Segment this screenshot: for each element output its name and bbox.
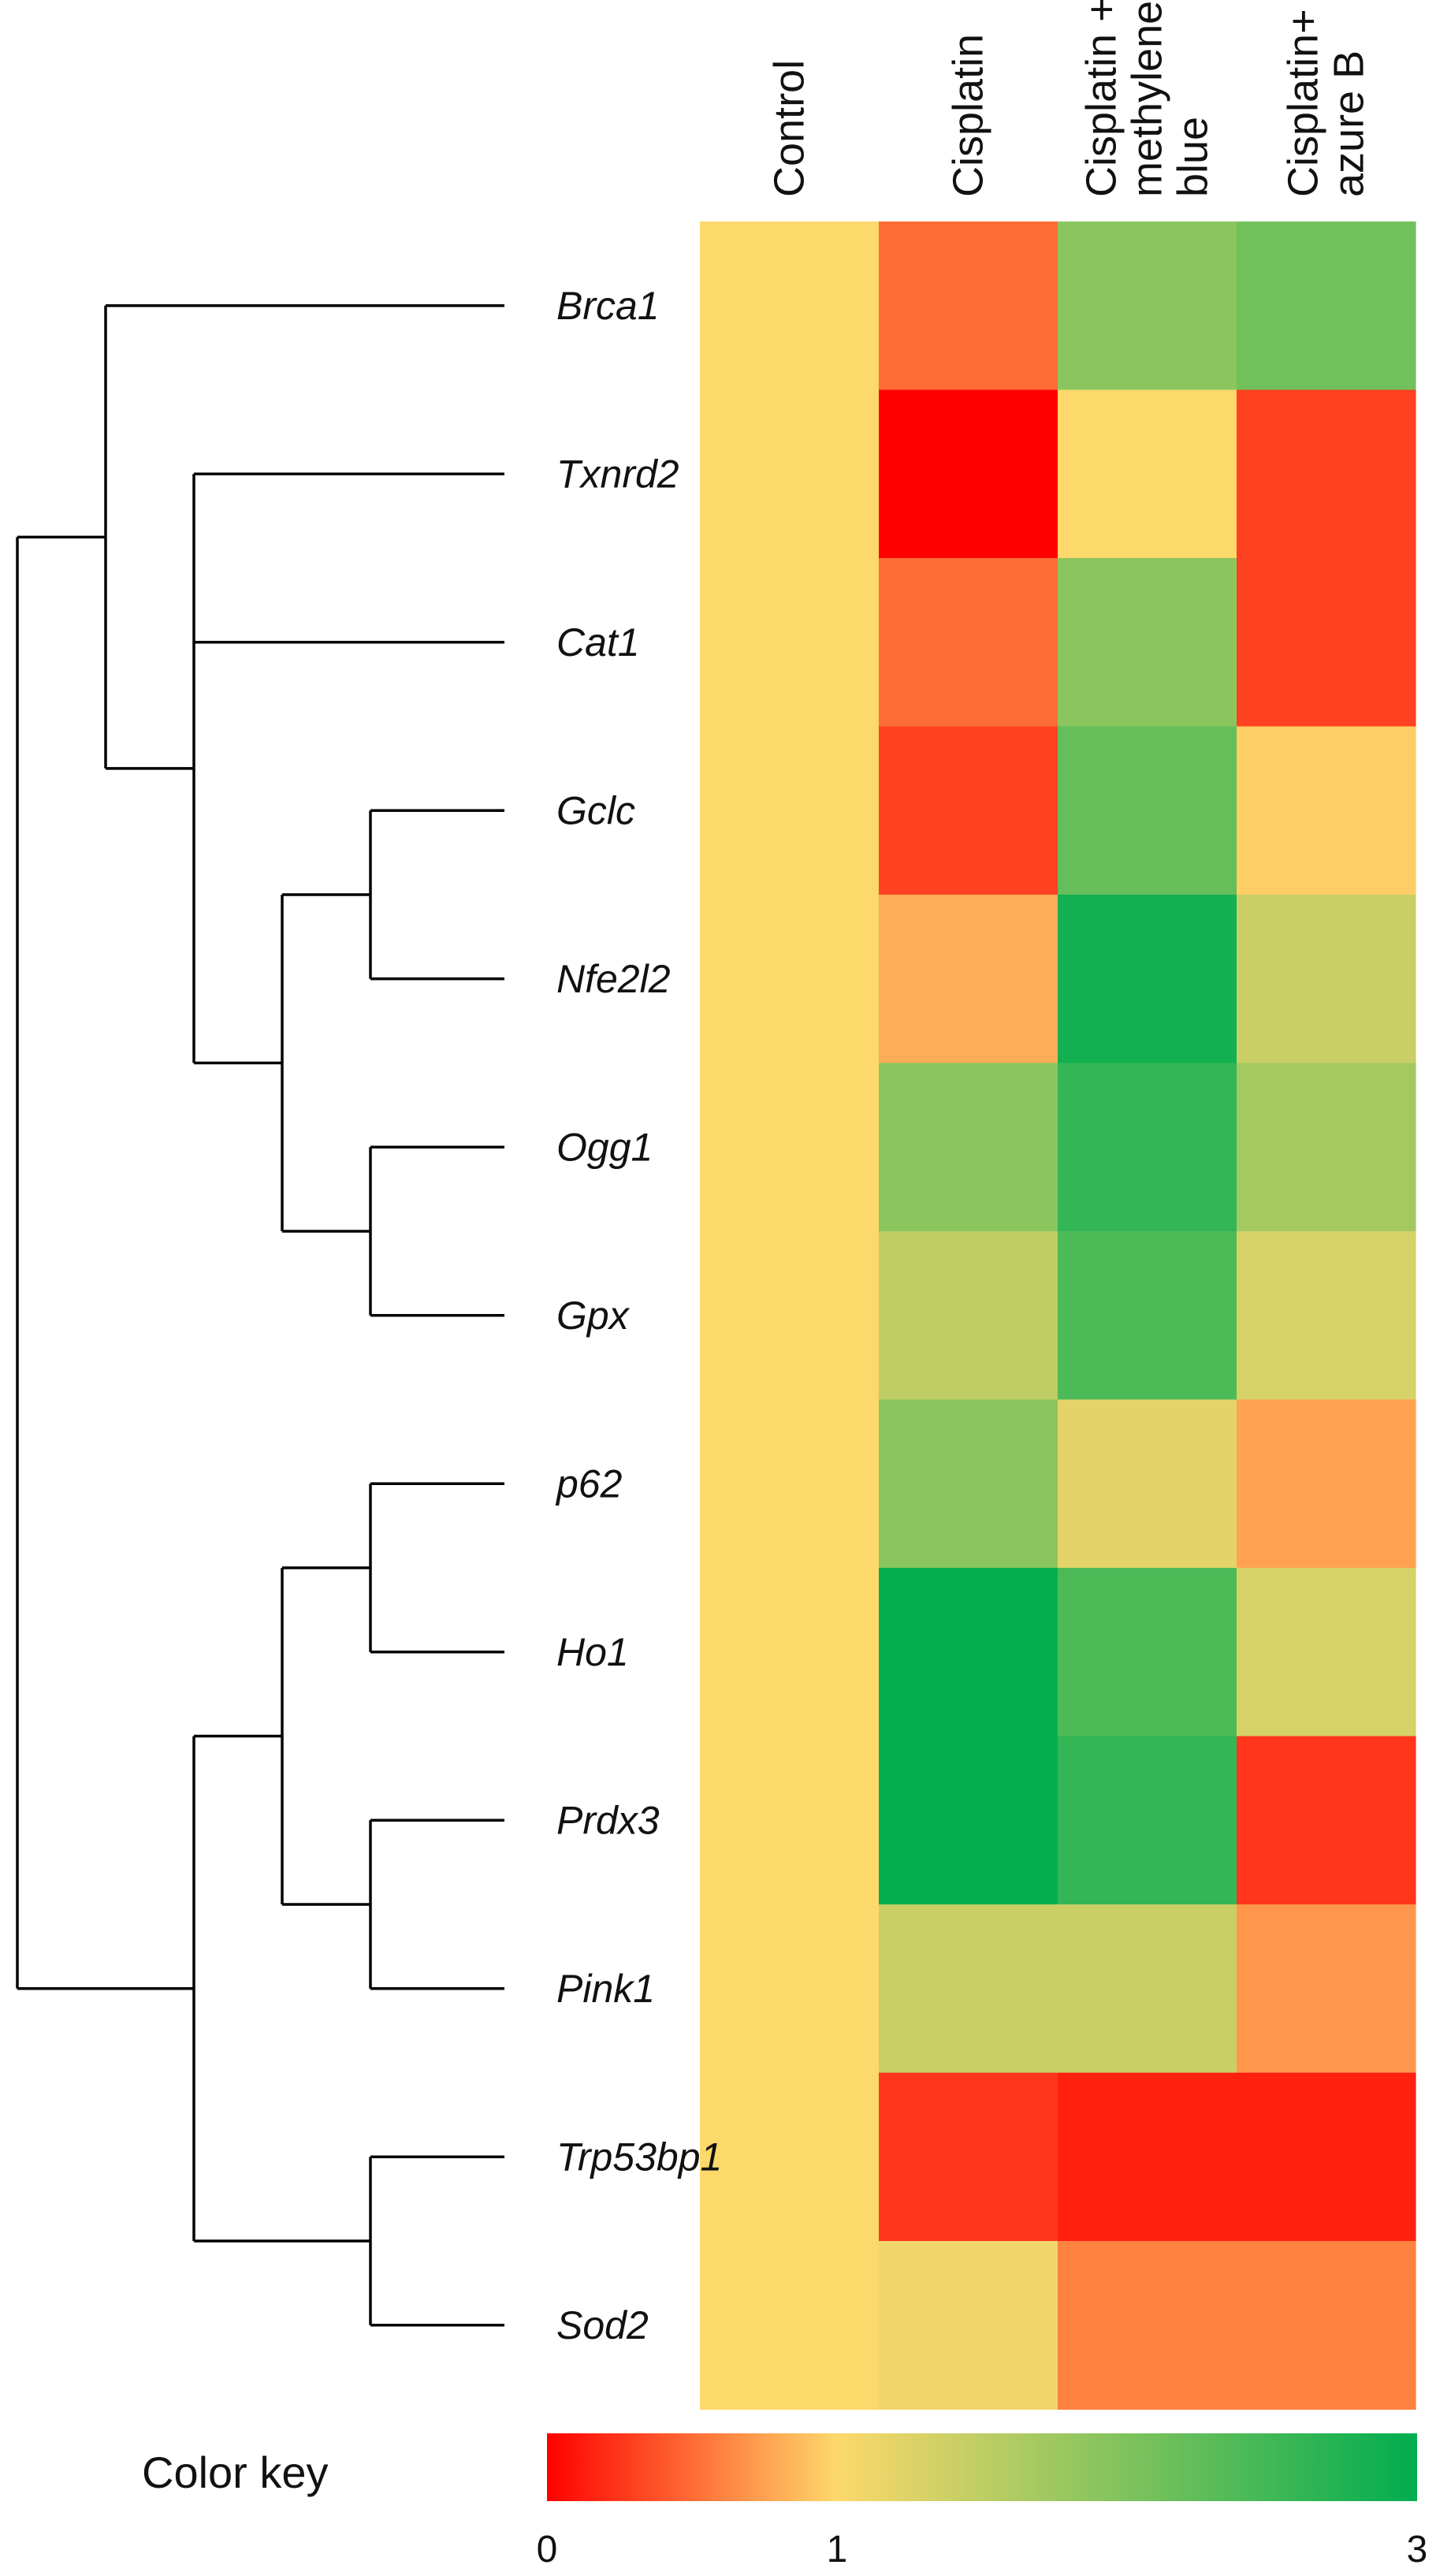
cell-gpx-cisplatin-azure-b (1237, 1231, 1416, 1401)
color-key-ticks: 0 1 3 (537, 2529, 1428, 2570)
column-label-line: Cisplatin + (1078, 0, 1125, 197)
cell-p62-cisplatin-methylene-blue (1058, 1399, 1237, 1569)
cell-trp53bp1-cisplatin (879, 2072, 1058, 2242)
cell-ho1-cisplatin (879, 1568, 1058, 1737)
cell-prdx3-cisplatin (879, 1736, 1058, 1905)
cell-pink1-cisplatin (879, 1904, 1058, 2074)
cell-ogg1-cisplatin (879, 1063, 1058, 1232)
column-label-cisplatin: Cisplatin (945, 34, 992, 197)
cell-nfe2l2-control (700, 895, 880, 1064)
cell-pink1-cisplatin-azure-b (1237, 1904, 1416, 2074)
cell-txnrd2-cisplatin (879, 389, 1058, 559)
cell-prdx3-cisplatin-methylene-blue (1058, 1736, 1237, 1905)
color-key-title: Color key (142, 2448, 329, 2497)
gene-labels: Brca1 Txnrd2 Cat1 Gclc Nfe2l2 Ogg1 Gpx p62 Ho1 Pr… (555, 284, 722, 2347)
gene-label-gclc: Gclc (556, 788, 635, 832)
cell-brca1-control (700, 221, 880, 391)
cell-gpx-cisplatin-methylene-blue (1058, 1231, 1237, 1401)
cell-gclc-cisplatin-azure-b (1237, 726, 1416, 895)
gene-label-gpx: Gpx (556, 1294, 631, 1338)
heatmap-cells (700, 221, 1416, 2410)
column-label-line: blue (1170, 117, 1217, 197)
cell-trp53bp1-control (700, 2072, 880, 2242)
cell-ho1-cisplatin-azure-b (1237, 1568, 1416, 1737)
color-key-tick-3: 3 (1407, 2529, 1428, 2570)
color-key-bar (547, 2433, 1417, 2501)
cell-ogg1-cisplatin-methylene-blue (1058, 1063, 1237, 1232)
cell-ogg1-control (700, 1063, 880, 1232)
gene-label-pink1: Pink1 (556, 1967, 655, 2011)
column-label-cisplatin-azure-b: Cisplatin+azure B (1280, 9, 1373, 197)
cell-brca1-cisplatin (879, 221, 1058, 391)
gene-label-sod2: Sod2 (556, 2303, 649, 2347)
gene-label-trp53bp1: Trp53bp1 (556, 2135, 722, 2179)
cell-pink1-control (700, 1904, 880, 2074)
cell-gclc-cisplatin-methylene-blue (1058, 726, 1237, 895)
cell-txnrd2-cisplatin-azure-b (1237, 389, 1416, 559)
gene-label-brca1: Brca1 (556, 284, 660, 328)
column-label-line: methylene (1124, 1, 1171, 197)
cell-txnrd2-control (700, 389, 880, 559)
cell-sod2-cisplatin-methylene-blue (1058, 2241, 1237, 2410)
cell-ho1-control (700, 1568, 880, 1737)
column-label-line: Control (766, 60, 813, 197)
color-key: Color key 0 1 3 (142, 2433, 1427, 2570)
cell-p62-cisplatin-azure-b (1237, 1399, 1416, 1569)
gene-label-prdx3: Prdx3 (556, 1798, 660, 1842)
gene-label-cat1: Cat1 (556, 620, 640, 664)
cell-pink1-cisplatin-methylene-blue (1058, 1904, 1237, 2074)
column-labels: Control Cisplatin Cisplatin +methyleneblue… (766, 0, 1373, 197)
cell-brca1-cisplatin-methylene-blue (1058, 221, 1237, 391)
cell-gpx-control (700, 1231, 880, 1401)
cell-ho1-cisplatin-methylene-blue (1058, 1568, 1237, 1737)
cell-cat1-control (700, 558, 880, 728)
cell-sod2-control (700, 2241, 880, 2410)
color-key-tick-0: 0 (537, 2529, 558, 2570)
cell-prdx3-cisplatin-azure-b (1237, 1736, 1416, 1905)
cell-cat1-cisplatin (879, 558, 1058, 728)
cell-p62-control (700, 1399, 880, 1569)
column-label-control: Control (766, 60, 813, 197)
cell-trp53bp1-cisplatin-methylene-blue (1058, 2072, 1237, 2242)
cell-txnrd2-cisplatin-methylene-blue (1058, 389, 1237, 559)
column-label-line: azure B (1326, 50, 1373, 197)
cell-sod2-cisplatin (879, 2241, 1058, 2410)
cell-nfe2l2-cisplatin (879, 895, 1058, 1064)
cell-brca1-cisplatin-azure-b (1237, 221, 1416, 391)
gene-label-txnrd2: Txnrd2 (556, 452, 679, 496)
cell-sod2-cisplatin-azure-b (1237, 2241, 1416, 2410)
column-label-line: Cisplatin (945, 34, 992, 197)
cell-cat1-cisplatin-methylene-blue (1058, 558, 1237, 728)
column-label-line: Cisplatin+ (1280, 9, 1327, 197)
cell-p62-cisplatin (879, 1399, 1058, 1569)
gene-label-ogg1: Ogg1 (556, 1125, 653, 1169)
color-key-tick-1: 1 (827, 2529, 848, 2570)
cell-nfe2l2-cisplatin-methylene-blue (1058, 895, 1237, 1064)
cell-cat1-cisplatin-azure-b (1237, 558, 1416, 728)
cell-gclc-cisplatin (879, 726, 1058, 895)
gene-label-p62: p62 (555, 1461, 623, 1506)
gene-label-nfe2l2: Nfe2l2 (556, 957, 671, 1001)
cell-ogg1-cisplatin-azure-b (1237, 1063, 1416, 1232)
cell-trp53bp1-cisplatin-azure-b (1237, 2072, 1416, 2242)
gene-label-ho1: Ho1 (556, 1630, 629, 1674)
cell-gclc-control (700, 726, 880, 895)
cell-nfe2l2-cisplatin-azure-b (1237, 895, 1416, 1064)
dendrogram (16, 304, 504, 2327)
cell-gpx-cisplatin (879, 1231, 1058, 1401)
cell-prdx3-control (700, 1736, 880, 1905)
